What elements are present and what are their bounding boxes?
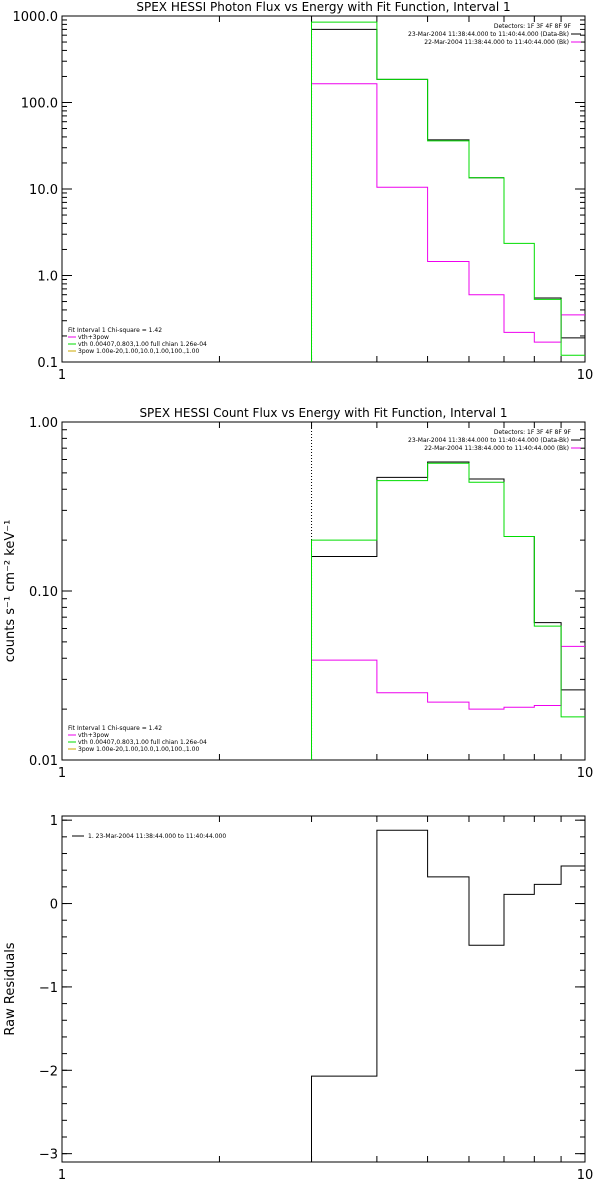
legend-header: Detectors: 1F 3F 4F 8F 9F: [494, 23, 572, 30]
series-line-1: [311, 461, 585, 691]
y-tick-label: 0.1: [37, 356, 58, 371]
x-tick-label: 1: [58, 368, 66, 383]
series-line-1: [311, 28, 585, 339]
legend-entry: 22-Mar-2004 11:38:44.000 to 11:40:44.000…: [424, 445, 569, 452]
series-line-2: [311, 83, 585, 343]
chart-panel-1: SPEX HESSI Photon Flux vs Energy with Fi…: [13, 0, 594, 383]
x-tick-label: 1: [58, 1168, 66, 1183]
legend-header: Detectors: 1F 3F 4F 8F 9F: [494, 429, 572, 436]
fit-legend-entry: vth 0.00407,0.803,1.00 full chian 1.26e-…: [78, 739, 207, 746]
fit-legend-header: Fit Interval 1 Chi-square = 1.42: [68, 725, 162, 732]
y-axis-label: counts s⁻¹ cm⁻² keV⁻¹: [3, 520, 18, 663]
x-tick-label: 10: [577, 1168, 594, 1183]
y-tick-label: −3: [39, 1148, 58, 1163]
y-tick-label: 100.0: [21, 97, 58, 112]
y-tick-label: 10.0: [29, 183, 58, 198]
legend-entry: 23-Mar-2004 11:38:44.000 to 11:40:44.000…: [408, 31, 569, 38]
y-tick-label: 1.0: [37, 270, 58, 285]
chart-title: SPEX HESSI Photon Flux vs Energy with Fi…: [136, 0, 510, 14]
plot-frame: [61, 421, 586, 761]
y-tick-label: 1000.0: [13, 10, 59, 25]
series-line-3: [311, 21, 585, 362]
fit-legend-entry: vth 0.00407,0.803,1.00 full chian 1.26e-…: [78, 341, 207, 348]
series-line-3: [311, 462, 585, 760]
fit-legend-entry: 3pow 1.00e-20,1.00,10.0,1.00,100.,1.00: [78, 746, 199, 753]
fit-legend-entry: vth+3pow: [78, 334, 109, 341]
y-tick-label: −2: [39, 1064, 58, 1079]
plot-frame: [61, 815, 586, 1163]
x-tick-label: 10: [577, 766, 594, 781]
y-tick-label: 0.10: [29, 585, 58, 600]
series-line-2: [311, 645, 585, 710]
legend-entry: 1. 23-Mar-2004 11:38:44.000 to 11:40:44.…: [88, 833, 226, 840]
legend-entry: 22-Mar-2004 11:38:44.000 to 11:40:44.000…: [424, 39, 569, 46]
x-tick-label: 1: [58, 766, 66, 781]
fit-legend-entry: vth+3pow: [78, 732, 109, 739]
series-line-1: [311, 829, 585, 1162]
x-tick-label: 10: [577, 368, 594, 383]
plot-frame: [61, 15, 586, 363]
y-tick-label: −1: [39, 981, 58, 996]
legend-entry: 23-Mar-2004 11:38:44.000 to 11:40:44.000…: [408, 437, 569, 444]
fit-legend-entry: 3pow 1.00e-20,1.00,10.0,1.00,100.,1.00: [78, 348, 199, 355]
y-tick-label: 1: [50, 814, 58, 829]
fit-legend-header: Fit Interval 1 Chi-square = 1.42: [68, 327, 162, 334]
y-axis-label: Raw Residuals: [3, 942, 18, 1035]
chart-panel-3: −3 −2 −1 0 1 1 10 Raw Residuals 1. 23-Mar-2004 1…: [3, 814, 593, 1183]
y-tick-label: 0: [50, 898, 58, 913]
y-tick-label: 1.00: [29, 416, 58, 431]
chart-panel-2: SPEX HESSI Count Flux vs Energy with Fit…: [3, 406, 593, 781]
chart-title: SPEX HESSI Count Flux vs Energy with Fit…: [139, 406, 507, 420]
y-tick-label: 0.01: [29, 754, 58, 769]
